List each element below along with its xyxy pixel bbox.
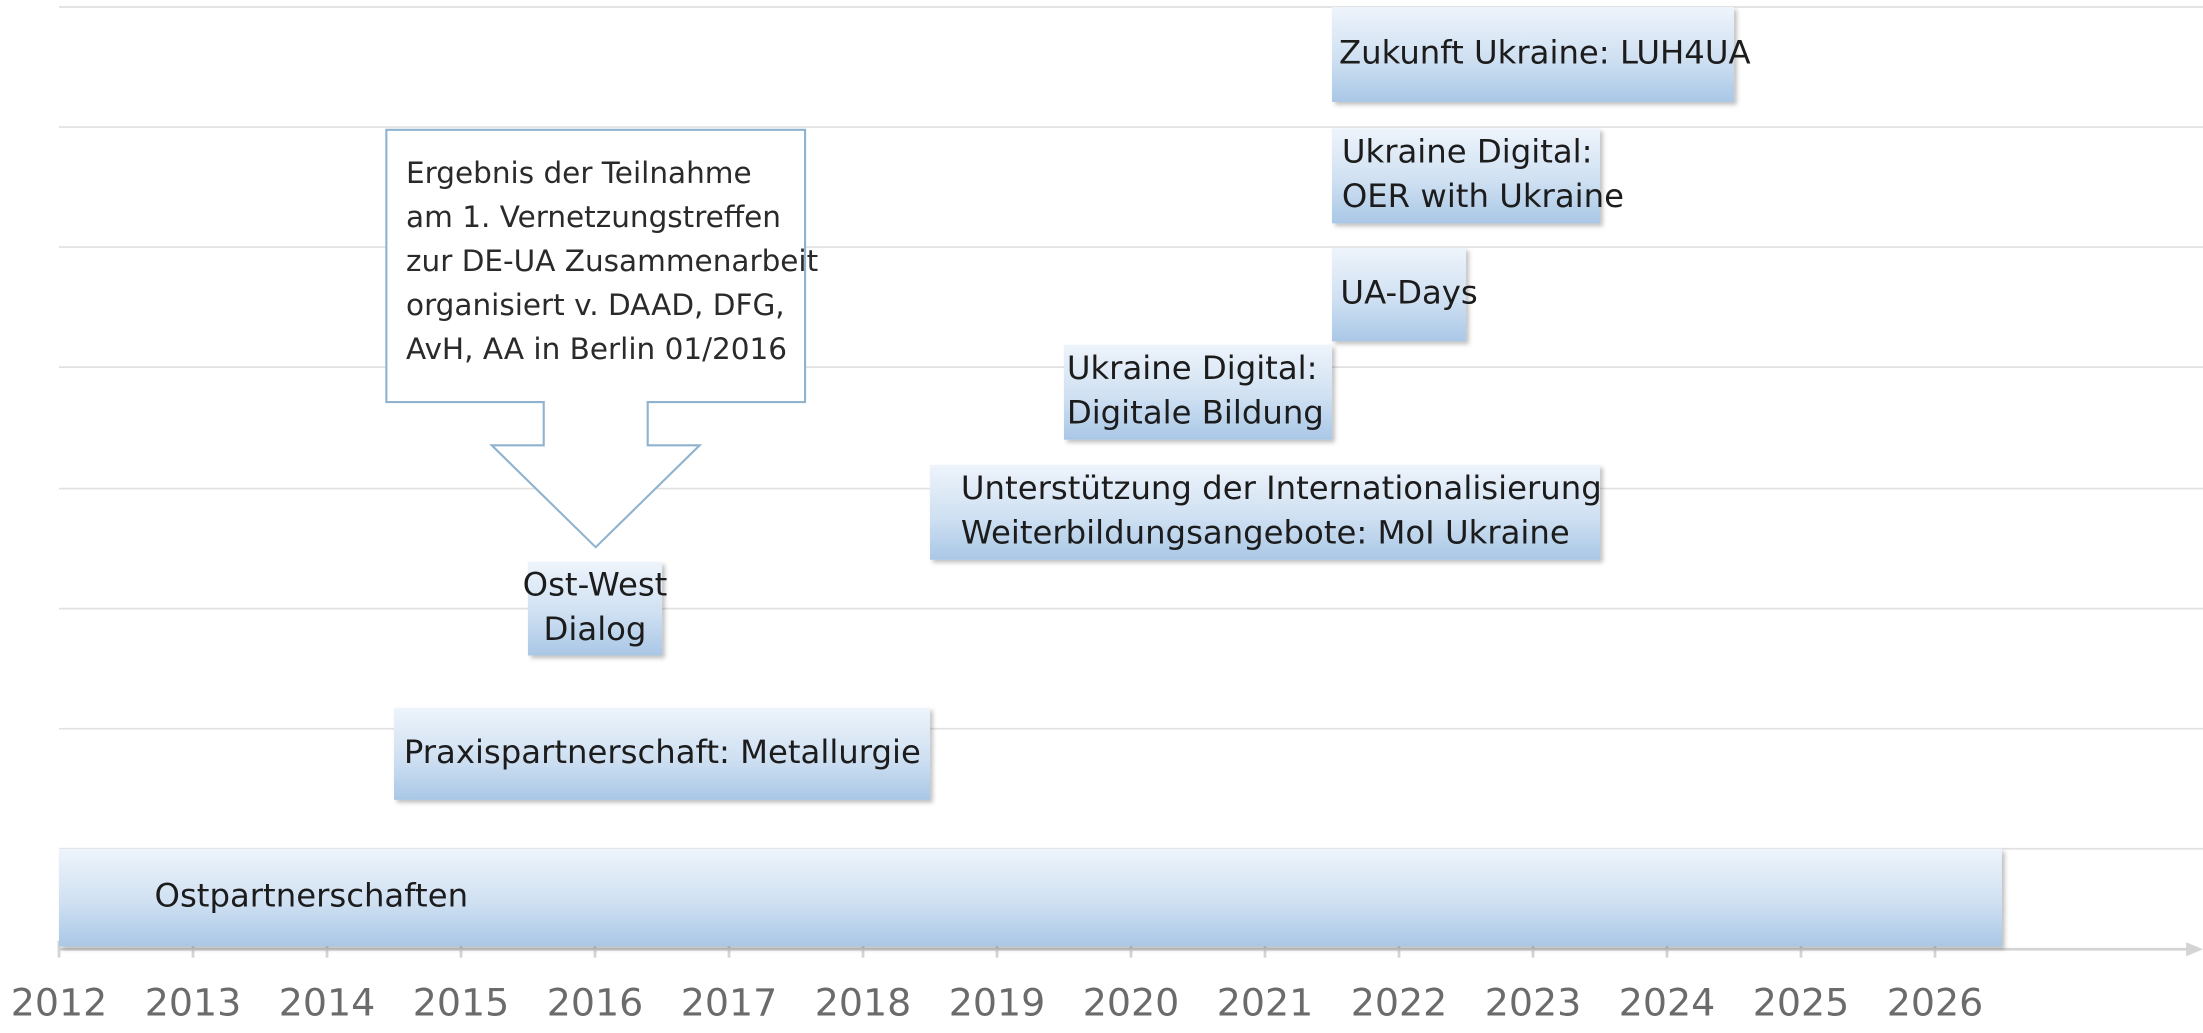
callout-arrow	[385, 128, 807, 549]
x-tick-label: 2020	[1083, 981, 1180, 1025]
callout-text: AvH, AA in Berlin 01/2016	[406, 332, 787, 366]
task-label: Ostpartnerschaften	[155, 877, 469, 915]
task-bar	[1332, 6, 1735, 102]
task-bar	[1064, 344, 1333, 440]
x-tick-label: 2015	[413, 981, 510, 1025]
x-tick-label: 2022	[1351, 981, 1448, 1025]
task-label: OER with Ukraine	[1342, 177, 1624, 215]
x-tick-label: 2019	[949, 981, 1046, 1025]
x-tick-label: 2012	[11, 981, 108, 1025]
x-tick-label: 2026	[1887, 981, 1984, 1025]
x-tick-label: 2018	[815, 981, 912, 1025]
x-tick-label: 2013	[145, 981, 242, 1025]
task-label: Weiterbildungsangebote: MoI Ukraine	[961, 514, 1570, 552]
x-tick-label: 2023	[1485, 981, 1582, 1025]
task-label: Ukraine Digital:	[1342, 133, 1593, 171]
task-label: Dialog	[544, 610, 647, 648]
task-bar	[1332, 128, 1601, 224]
task-bar	[1332, 247, 1467, 342]
x-tick-label: 2017	[681, 981, 778, 1025]
x-tick-label: 2024	[1619, 981, 1716, 1025]
axis-arrow	[2186, 942, 2203, 957]
task-label: Ost-West	[523, 565, 668, 603]
task-label: Zukunft Ukraine: LUH4UA	[1339, 34, 1751, 72]
task-bar	[59, 848, 2003, 947]
x-tick-label: 2016	[547, 981, 644, 1025]
task-label: UA-Days	[1340, 274, 1477, 312]
task-bar	[528, 561, 663, 656]
task-label: Unterstützung der Internationalisierung	[961, 469, 1602, 507]
x-tick-label: 2014	[279, 981, 376, 1025]
callout-text: zur DE-UA Zusammenarbeit	[406, 244, 818, 278]
callout-text: organisiert v. DAAD, DFG,	[406, 288, 785, 322]
x-tick-label: 2025	[1753, 981, 1850, 1025]
task-label: Ukraine Digital:	[1067, 349, 1318, 387]
x-tick-label: 2021	[1217, 981, 1314, 1025]
task-label: Praxispartnerschaft: Metallurgie	[404, 733, 921, 771]
callout-text: am 1. Vernetzungstreffen	[406, 200, 781, 234]
task-bar	[930, 464, 1601, 560]
callout-text: Ergebnis der Teilnahme	[406, 156, 752, 190]
task-label: Digitale Bildung	[1067, 394, 1324, 432]
task-bar	[394, 707, 931, 800]
